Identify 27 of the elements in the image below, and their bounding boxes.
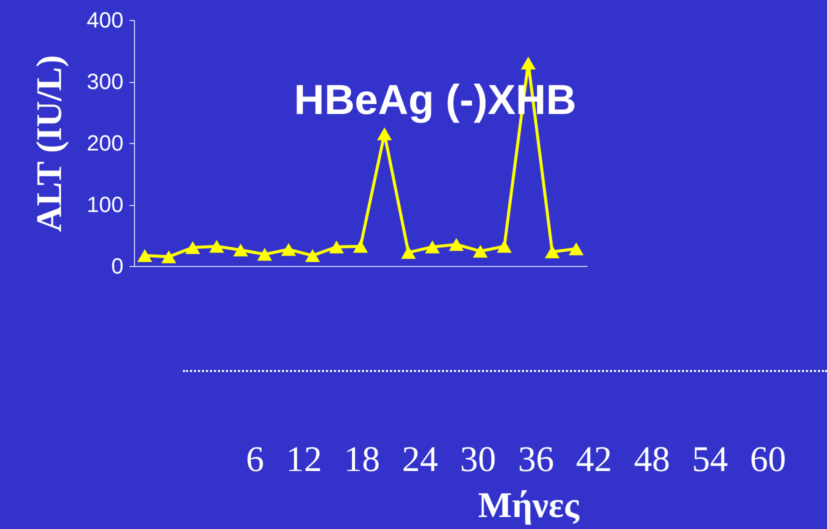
point	[496, 240, 512, 253]
point	[305, 249, 320, 262]
point	[401, 246, 416, 259]
y-axis-title: ALT (IU/L)	[28, 54, 69, 232]
point	[329, 240, 344, 254]
point	[448, 238, 464, 251]
point	[161, 250, 176, 264]
point	[568, 242, 584, 256]
text: Μήνες	[478, 484, 580, 526]
y-tick-label: 0	[111, 254, 124, 278]
point	[209, 240, 224, 253]
text: 6 12 18 24 30 36 42 48 54 60	[246, 438, 786, 480]
y-tick-label: 100	[86, 192, 124, 217]
point	[185, 241, 200, 254]
y-tick-label: 200	[86, 130, 124, 156]
point	[377, 127, 392, 140]
y-tick-label: 300	[86, 69, 124, 94]
point	[353, 240, 368, 253]
point	[424, 240, 440, 254]
point	[137, 249, 152, 262]
point	[257, 248, 272, 261]
point	[281, 242, 296, 256]
y-tick-label: 400	[86, 8, 124, 32]
point	[472, 244, 488, 258]
point	[544, 245, 560, 258]
point	[233, 244, 248, 256]
point	[520, 56, 536, 70]
